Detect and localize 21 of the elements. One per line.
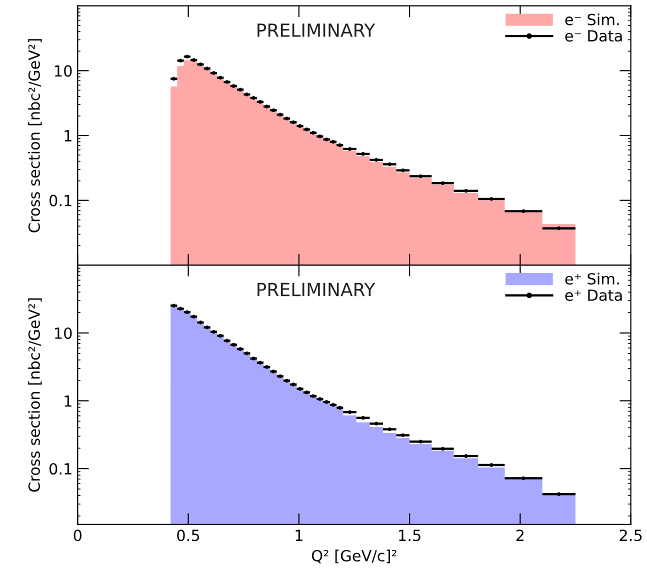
legend-label: e⁻ Sim. xyxy=(565,14,619,26)
annotation: PRELIMINARY xyxy=(258,282,376,296)
x-tick-label: 2.5 xyxy=(620,530,642,542)
y-tick-label: 1 xyxy=(64,395,72,407)
y-axis-title: Cross section [nbc²/GeV²] xyxy=(28,298,42,492)
y-tick-label: 10 xyxy=(55,327,72,339)
y-tick-label: 10 xyxy=(55,65,72,77)
y-tick-label: 0.1 xyxy=(49,463,72,475)
legend-label: e⁻ Data xyxy=(565,30,622,42)
y-tick-label: 1 xyxy=(64,130,72,142)
x-axis-title: Q² [GeV/c]² xyxy=(312,550,396,564)
x-tick-label: 0.5 xyxy=(177,530,200,542)
annotation: PRELIMINARY xyxy=(258,24,376,37)
y-axis-title: Cross section [nbc²/GeV²] xyxy=(28,39,42,232)
x-tick-label: 2 xyxy=(516,530,524,541)
legend-label: e⁺ Sim. xyxy=(565,272,619,285)
x-tick-label: 0 xyxy=(74,530,82,542)
legend-label: e⁺ Data xyxy=(565,290,622,301)
x-tick-label: 1.5 xyxy=(399,530,420,542)
y-tick-label: 0.1 xyxy=(49,194,72,206)
x-tick-label: 1 xyxy=(296,530,302,541)
